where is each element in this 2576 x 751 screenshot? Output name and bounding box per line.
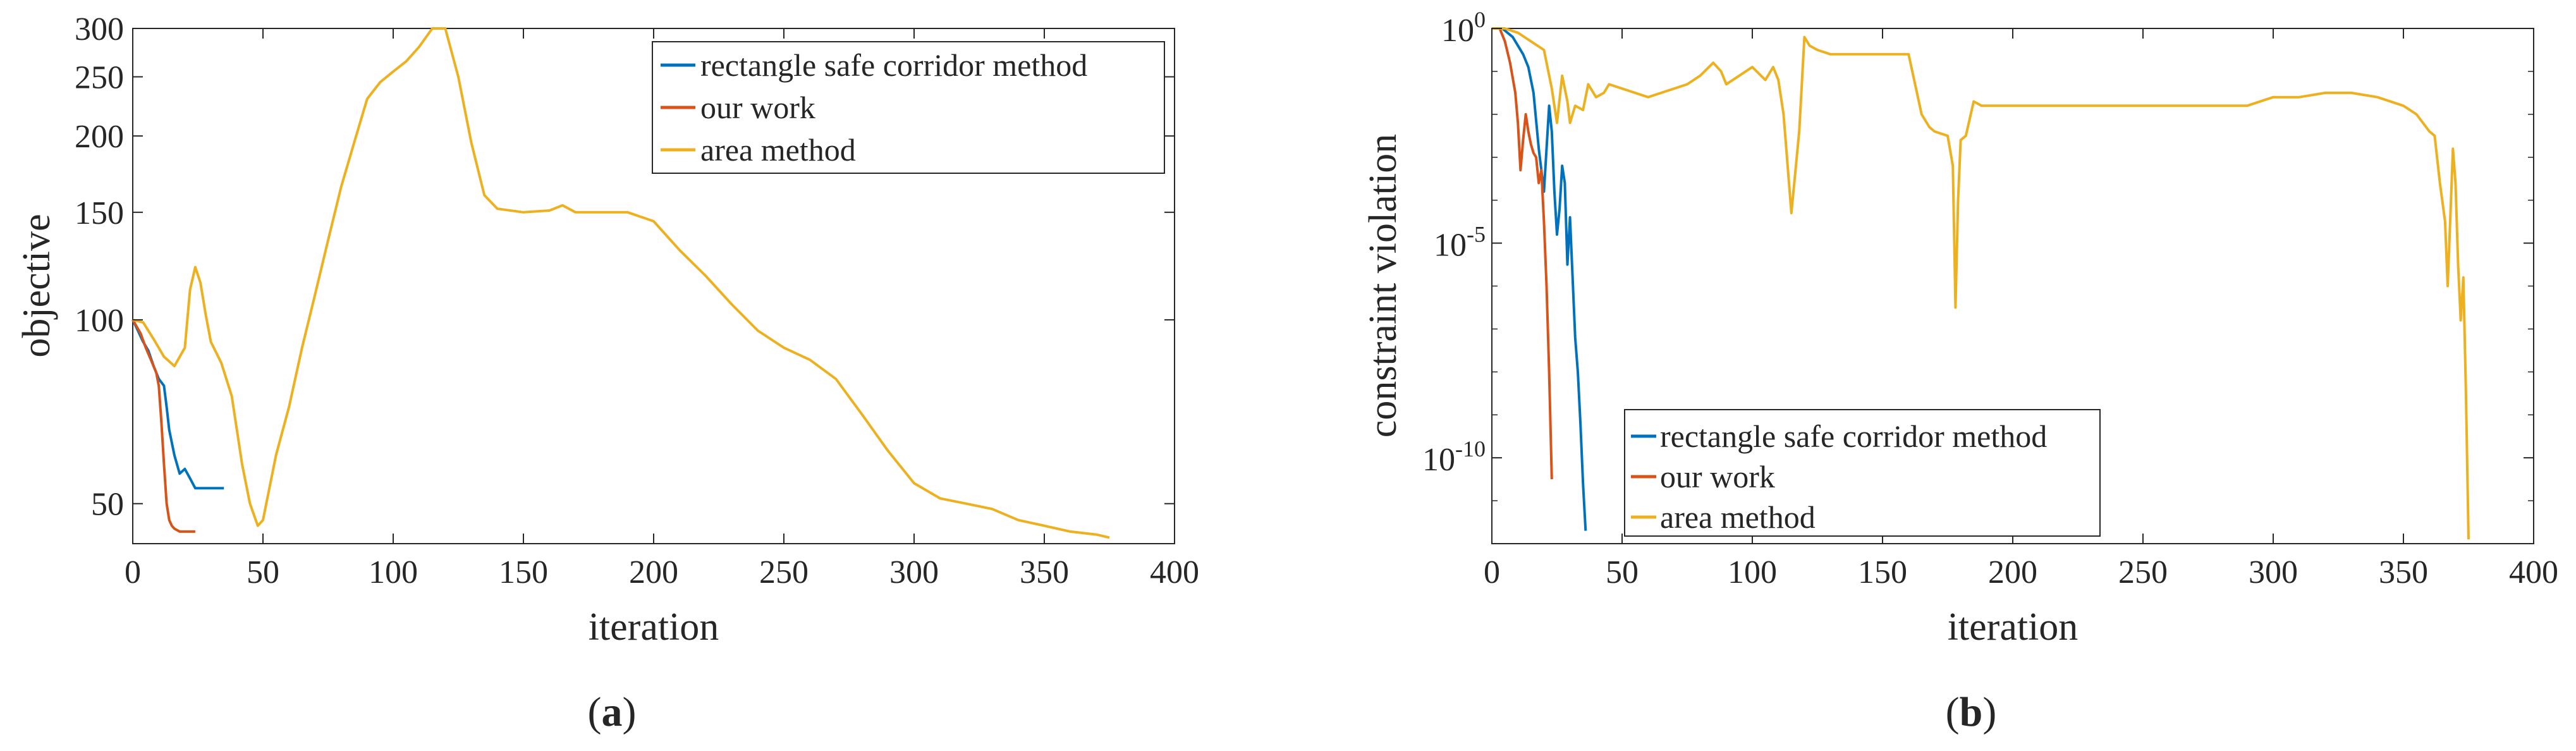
panel-b-y-tick-label: 10-5 (1434, 222, 1486, 264)
panel-b-x-axis-label: iteration (1948, 606, 2079, 649)
panel-b-legend-label-area: area method (1660, 499, 1816, 535)
panel-a-x-tick-label: 100 (369, 554, 418, 590)
panel-b-caption: (b) (1946, 689, 1997, 735)
panel-b: 0 50 100 150 200 250 300 350 400 100 10-5 10-10 it… (1362, 7, 2558, 735)
panel-a-y-tick-label: 50 (91, 487, 124, 523)
panel-a-caption: (a) (588, 689, 637, 735)
panel-a-x-ticks: 0 50 100 150 200 250 300 350 400 (125, 28, 1199, 590)
panel-b-x-tick-label: 0 (1484, 554, 1500, 590)
panel-a-legend-box (652, 41, 1165, 174)
panel-a-y-axis-label: objective (15, 214, 58, 357)
panel-b-legend-label-rectangle: rectangle safe corridor method (1660, 418, 2047, 454)
panel-a-legend-label-area: area method (700, 132, 856, 168)
panel-a-x-tick-label: 250 (759, 554, 809, 590)
panel-a-series-group (131, 27, 1110, 539)
panel-b-series-group (1492, 27, 2470, 540)
panel-a-x-tick-label: 400 (1150, 554, 1199, 590)
panel-b-line-area-method (1492, 27, 2470, 540)
panel-b-x-ticks: 0 50 100 150 200 250 300 350 400 (1484, 28, 2558, 590)
panel-b-legend-label-our-work: our work (1660, 459, 1775, 494)
panel-a-x-tick-label: 150 (499, 554, 548, 590)
panel-b-x-tick-label: 100 (1728, 554, 1777, 590)
panel-a-x-tick-label: 50 (247, 554, 279, 590)
panel-a-y-tick-label: 300 (75, 11, 124, 47)
panel-a-x-tick-label: 300 (889, 554, 939, 590)
panel-b-y-ticks: 100 10-5 10-10 (1422, 7, 2534, 544)
panel-b-x-tick-label: 250 (2118, 554, 2168, 590)
panel-b-y-axis-label: constraint violation (1362, 134, 1405, 437)
panel-a-x-axis-label: iteration (589, 606, 719, 649)
panel-a: 0 50 100 150 200 250 300 350 400 501001502002503… (15, 11, 1199, 735)
panel-a-legend-label-our-work: our work (700, 90, 815, 125)
panel-a-legend-label-rectangle: rectangle safe corridor method (700, 47, 1087, 83)
panel-b-x-tick-label: 150 (1858, 554, 1907, 590)
panel-b-x-tick-label: 50 (1606, 554, 1639, 590)
panel-a-y-ticks: 50 100 150 200 250 300 (75, 11, 1175, 523)
panel-a-y-tick-label: 100 (75, 303, 124, 339)
panel-a-x-tick-label: 200 (629, 554, 678, 590)
panel-a-y-tick-label: 250 (75, 59, 124, 95)
panel-b-legend-box (1624, 409, 2101, 537)
panel-b-x-tick-label: 350 (2379, 554, 2428, 590)
panel-b-y-tick-label: 100 (1441, 7, 1486, 49)
panel-a-x-tick-label: 350 (1020, 554, 1069, 590)
panel-a-legend: rectangle safe corridor method our work … (652, 41, 1165, 174)
panel-a-x-tick-label: 0 (125, 554, 141, 590)
panel-b-legend: rectangle safe corridor method our work … (1624, 409, 2101, 537)
panel-a-line-our-work (131, 319, 195, 533)
panel-a-y-tick-label: 200 (75, 119, 124, 155)
panel-a-y-tick-label: 150 (75, 195, 124, 231)
panel-b-y-tick-label: 10-10 (1422, 436, 1486, 478)
panel-b-x-tick-label: 300 (2249, 554, 2298, 590)
panel-a-line-area-method (132, 27, 1110, 539)
panel-b-x-tick-label: 200 (1988, 554, 2037, 590)
panel-b-line-rectangle-safe-corridor-method (1492, 27, 1587, 531)
panel-b-x-tick-label: 400 (2509, 554, 2558, 590)
panel-b-line-our-work (1492, 27, 1553, 480)
